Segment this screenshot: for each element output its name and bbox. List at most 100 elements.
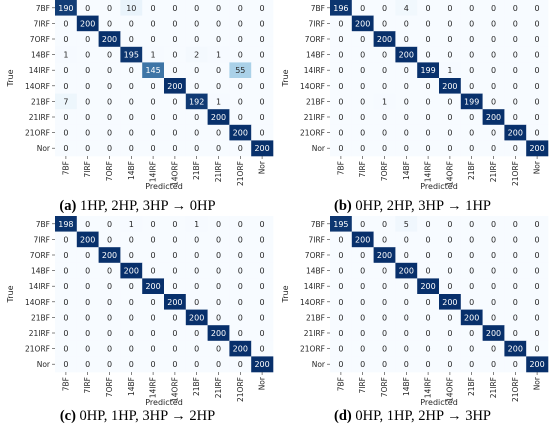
matrix-cell bbox=[395, 78, 418, 94]
matrix-cell bbox=[251, 31, 274, 48]
cell-value: 0 bbox=[238, 220, 243, 229]
matrix-cell bbox=[120, 294, 143, 310]
cell-value: 192 bbox=[189, 97, 204, 106]
matrix-cell bbox=[330, 109, 353, 126]
cell-value: 200 bbox=[508, 345, 523, 354]
matrix-cell bbox=[229, 247, 252, 264]
cell-value: 0 bbox=[151, 4, 156, 13]
cell-value: 0 bbox=[426, 113, 431, 122]
cell-value: 0 bbox=[338, 298, 343, 307]
y-tick-label: 7ORF bbox=[305, 35, 325, 44]
matrix-cell bbox=[164, 93, 187, 110]
matrix-cell bbox=[142, 278, 165, 295]
cell-value: 0 bbox=[238, 35, 243, 44]
cell-value: 1 bbox=[447, 66, 452, 75]
cell-value: 0 bbox=[426, 360, 431, 369]
matrix-cell bbox=[229, 93, 252, 110]
cell-value: 0 bbox=[447, 267, 452, 276]
matrix-cell bbox=[98, 325, 121, 342]
cell-value: 0 bbox=[238, 251, 243, 260]
cell-value: 0 bbox=[107, 51, 112, 60]
cell-value: 200 bbox=[254, 360, 269, 369]
cell-value: 200 bbox=[233, 345, 248, 354]
cell-value: 0 bbox=[216, 251, 221, 260]
cell-value: 0 bbox=[535, 313, 540, 322]
cell-value: 0 bbox=[260, 313, 265, 322]
matrix-cell bbox=[417, 46, 440, 63]
cell-value: 0 bbox=[107, 82, 112, 91]
matrix-cell bbox=[373, 46, 396, 63]
matrix-cell bbox=[229, 0, 252, 16]
cell-value: 0 bbox=[172, 345, 177, 354]
matrix-cell bbox=[185, 109, 208, 126]
caption-b: (b) 0HP, 2HP, 3HP → 1HP bbox=[275, 198, 550, 215]
matrix-cell bbox=[373, 15, 396, 32]
cell-value: 0 bbox=[469, 144, 474, 153]
cell-value: 0 bbox=[85, 144, 90, 153]
cell-value: 0 bbox=[129, 298, 134, 307]
cell-value: 0 bbox=[447, 4, 452, 13]
matrix-cell bbox=[330, 93, 353, 110]
matrix-cell bbox=[164, 31, 187, 48]
cell-value: 0 bbox=[194, 251, 199, 260]
matrix-cell bbox=[164, 140, 187, 157]
matrix-cell bbox=[526, 62, 549, 79]
matrix-cell bbox=[482, 309, 505, 326]
cell-value: 0 bbox=[129, 144, 134, 153]
matrix-cell bbox=[482, 340, 505, 357]
cell-value: 0 bbox=[85, 129, 90, 138]
cell-value: 0 bbox=[447, 360, 452, 369]
cell-value: 200 bbox=[486, 113, 501, 122]
caption-b-label: (b) bbox=[334, 198, 352, 214]
cell-value: 0 bbox=[447, 144, 452, 153]
x-tick-label: 7IRF bbox=[83, 377, 92, 394]
cell-value: 0 bbox=[238, 82, 243, 91]
matrix-cell bbox=[164, 356, 187, 373]
matrix-cell bbox=[185, 93, 208, 110]
cell-value: 200 bbox=[167, 82, 182, 91]
matrix-cell bbox=[351, 62, 374, 79]
cell-value: 0 bbox=[513, 66, 518, 75]
cell-value: 0 bbox=[426, 313, 431, 322]
cell-value: 0 bbox=[447, 113, 452, 122]
cell-value: 0 bbox=[172, 313, 177, 322]
matrix-cell bbox=[351, 31, 374, 48]
matrix-cell bbox=[373, 109, 396, 126]
matrix-cell bbox=[526, 247, 549, 264]
matrix-cell bbox=[460, 46, 483, 63]
cell-value: 0 bbox=[85, 82, 90, 91]
cell-value: 200 bbox=[80, 19, 95, 28]
cell-value: 0 bbox=[260, 82, 265, 91]
x-tick-label: 14ORF bbox=[170, 377, 179, 402]
matrix-cell bbox=[251, 78, 274, 94]
cell-value: 0 bbox=[238, 113, 243, 122]
cell-value: 0 bbox=[513, 251, 518, 260]
matrix-cell bbox=[460, 231, 483, 248]
matrix-cell bbox=[76, 78, 99, 94]
cell-value: 0 bbox=[151, 82, 156, 91]
matrix-cell bbox=[76, 109, 99, 126]
matrix-cell bbox=[251, 309, 274, 326]
cell-value: 0 bbox=[194, 360, 199, 369]
cell-value: 0 bbox=[238, 235, 243, 244]
matrix-cell bbox=[185, 140, 208, 157]
cell-value: 1 bbox=[129, 220, 134, 229]
cell-value: 2 bbox=[194, 51, 199, 60]
y-tick-label: 14BF bbox=[31, 267, 50, 276]
cell-value: 0 bbox=[151, 129, 156, 138]
cell-value: 0 bbox=[216, 82, 221, 91]
y-tick-label: 14IRF bbox=[29, 66, 50, 75]
x-tick-label: 21BF bbox=[467, 161, 476, 180]
cell-value: 0 bbox=[404, 360, 409, 369]
cell-value: 0 bbox=[63, 329, 68, 338]
x-tick-label: Nor bbox=[533, 160, 542, 174]
matrix-cell bbox=[373, 0, 396, 16]
matrix-cell bbox=[482, 31, 505, 48]
cell-value: 0 bbox=[85, 251, 90, 260]
matrix-cell bbox=[185, 309, 208, 326]
matrix-cell bbox=[98, 0, 121, 16]
matrix-cell bbox=[460, 340, 483, 357]
cell-value: 0 bbox=[535, 251, 540, 260]
caption-d-text: 0HP, 1HP, 2HP → 3HP bbox=[355, 408, 491, 424]
cell-value: 0 bbox=[107, 282, 112, 291]
